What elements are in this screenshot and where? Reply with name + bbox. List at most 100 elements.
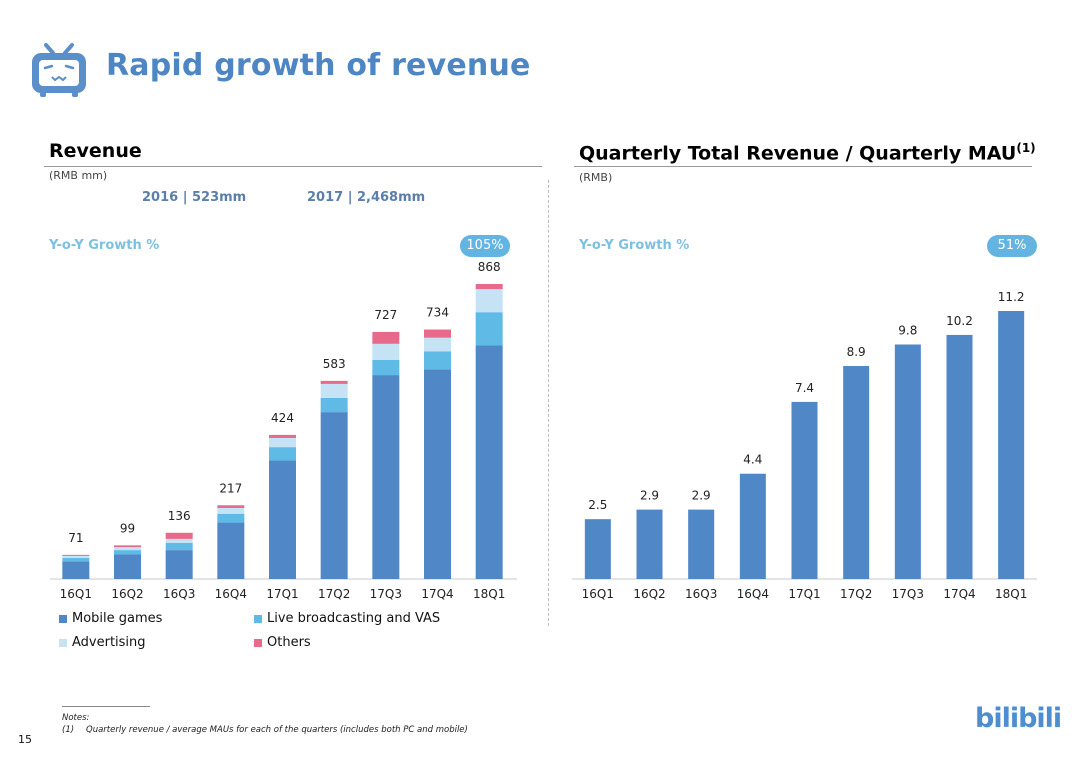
revenue-bar-others-16q4 [217, 505, 245, 508]
revenue-total-label-17q1: 424 [271, 411, 294, 425]
revenue-x-tick-16q4: 16Q4 [215, 587, 247, 601]
revenue-bar-mobile-games-17q4 [424, 369, 451, 579]
revenue-bar-mobile-games-16q4 [217, 522, 245, 579]
arpu-bar-16q1 [584, 519, 611, 579]
bilibili-logo: bilibili [975, 703, 1062, 734]
revenue-total-label-18q1: 868 [478, 260, 501, 274]
revenue-bar-advertising-16q2 [114, 547, 141, 551]
revenue-bar-others-16q1 [62, 554, 90, 556]
revenue-panel-title: Revenue [49, 140, 142, 162]
revenue-bar-others-18q1 [475, 284, 503, 290]
arpu-x-tick-17q3: 17Q3 [892, 587, 924, 601]
arpu-bar-17q4 [946, 334, 973, 579]
arpu-x-tick-17q4: 17Q4 [943, 587, 975, 601]
revenue-bar-advertising-17q2 [320, 383, 348, 398]
legend-item-live-broadcasting: Live broadcasting and VAS [254, 611, 440, 626]
arpu-value-label-17q4: 10.2 [946, 314, 973, 328]
arpu-panel-title: Quarterly Total Revenue / Quarterly MAU(… [579, 141, 1036, 164]
revenue-bar-advertising-18q1 [475, 289, 503, 313]
arpu-x-tick-17q1: 17Q1 [788, 587, 820, 601]
revenue-title-rule [44, 166, 542, 167]
arpu-x-tick-16q1: 16Q1 [582, 587, 614, 601]
page-number: 15 [18, 733, 32, 746]
arpu-value-label-17q3: 9.8 [898, 324, 917, 338]
arpu-x-tick-17q2: 17Q2 [840, 587, 872, 601]
arpu-x-tick-16q3: 16Q3 [685, 587, 717, 601]
arpu-bar-16q3 [688, 509, 715, 579]
legend-item-mobile-games: Mobile games [59, 611, 162, 626]
revenue-bar-mobile-games-16q1 [62, 561, 90, 579]
arpu-x-tick-18q1: 18Q1 [995, 587, 1027, 601]
arpu-x-tick-16q4: 16Q4 [737, 587, 769, 601]
revenue-yoy-badge: 105% [460, 235, 510, 257]
revenue-bar-advertising-16q1 [62, 555, 90, 558]
arpu-yoy-badge: 51% [987, 235, 1037, 257]
revenue-total-label-16q2: 99 [120, 521, 135, 535]
arpu-value-label-16q2: 2.9 [640, 489, 659, 503]
revenue-x-tick-16q1: 16Q1 [60, 587, 92, 601]
revenue-bar-advertising-16q3 [165, 538, 193, 543]
revenue-bar-live-broadcasting-and-vas-16q1 [62, 557, 90, 562]
revenue-bar-live-broadcasting-and-vas-17q3 [372, 359, 400, 376]
revenue-total-label-17q3: 727 [374, 308, 397, 322]
revenue-x-tick-16q2: 16Q2 [111, 587, 143, 601]
revenue-total-label-16q3: 136 [168, 509, 191, 523]
note-1-text: Quarterly revenue / average MAUs for eac… [86, 725, 468, 735]
legend-label: Mobile games [72, 611, 163, 626]
legend-label: Others [267, 635, 311, 650]
arpu-value-label-16q4: 4.4 [743, 453, 762, 467]
legend-item-others: Others [254, 635, 311, 650]
legend-label: Live broadcasting and VAS [267, 611, 441, 626]
arpu-bar-18q1 [998, 311, 1025, 579]
bilibili-tv-icon [32, 43, 86, 97]
revenue-bar-mobile-games-16q2 [114, 554, 141, 579]
year-total-2017: 2017 | 2,468mm [307, 190, 426, 205]
arpu-x-tick-16q2: 16Q2 [633, 587, 665, 601]
arpu-bar-17q1 [791, 401, 818, 579]
revenue-bar-mobile-games-17q1 [269, 460, 296, 579]
arpu-bar-16q2 [636, 509, 663, 579]
revenue-bar-live-broadcasting-and-vas-17q2 [320, 397, 348, 413]
revenue-bar-advertising-16q4 [217, 507, 245, 514]
revenue-x-tick-17q4: 17Q4 [421, 587, 453, 601]
revenue-x-tick-17q2: 17Q2 [318, 587, 350, 601]
legend-item-advertising: Advertising [59, 635, 146, 650]
arpu-bar-16q4 [739, 473, 766, 579]
arpu-unit: (RMB) [579, 171, 613, 184]
notes-rule [62, 706, 150, 707]
year-total-2016: 2016 | 523mm [142, 190, 247, 205]
revenue-bar-others-17q2 [320, 380, 348, 384]
arpu-value-label-17q2: 8.9 [847, 345, 866, 359]
notes-heading: Notes: [62, 713, 90, 723]
revenue-bar-others-16q3 [165, 532, 193, 539]
revenue-bar-mobile-games-17q2 [320, 412, 348, 579]
revenue-total-label-16q4: 217 [219, 481, 242, 495]
legend-swatch [59, 614, 67, 623]
revenue-x-tick-17q1: 17Q1 [266, 587, 298, 601]
revenue-bar-live-broadcasting-and-vas-16q2 [114, 550, 141, 555]
revenue-bar-mobile-games-16q3 [165, 550, 193, 579]
arpu-value-label-17q1: 7.4 [795, 381, 814, 395]
legend-swatch [254, 638, 262, 647]
arpu-bar-17q3 [894, 344, 921, 579]
arpu-bar-17q2 [843, 366, 870, 579]
revenue-yoy-label: Y-o-Y Growth % [49, 238, 160, 253]
legend-label: Advertising [72, 635, 146, 650]
arpu-yoy-label: Y-o-Y Growth % [579, 238, 690, 253]
revenue-bar-live-broadcasting-and-vas-16q4 [217, 513, 245, 523]
revenue-unit: (RMB mm) [49, 169, 108, 182]
revenue-bar-live-broadcasting-and-vas-17q1 [269, 447, 296, 461]
arpu-value-label-18q1: 11.2 [998, 290, 1025, 304]
revenue-bar-live-broadcasting-and-vas-18q1 [475, 312, 503, 346]
revenue-bar-live-broadcasting-and-vas-16q3 [165, 542, 193, 551]
revenue-bar-mobile-games-17q3 [372, 375, 400, 579]
panel-divider [548, 180, 549, 626]
page-title: Rapid growth of revenue [106, 48, 531, 83]
arpu-title-rule [574, 166, 1032, 167]
revenue-x-tick-18q1: 18Q1 [473, 587, 505, 601]
revenue-bar-mobile-games-18q1 [475, 345, 503, 579]
revenue-bar-live-broadcasting-and-vas-17q4 [424, 351, 451, 370]
revenue-total-label-16q1: 71 [68, 531, 83, 545]
revenue-bar-advertising-17q1 [269, 437, 296, 448]
